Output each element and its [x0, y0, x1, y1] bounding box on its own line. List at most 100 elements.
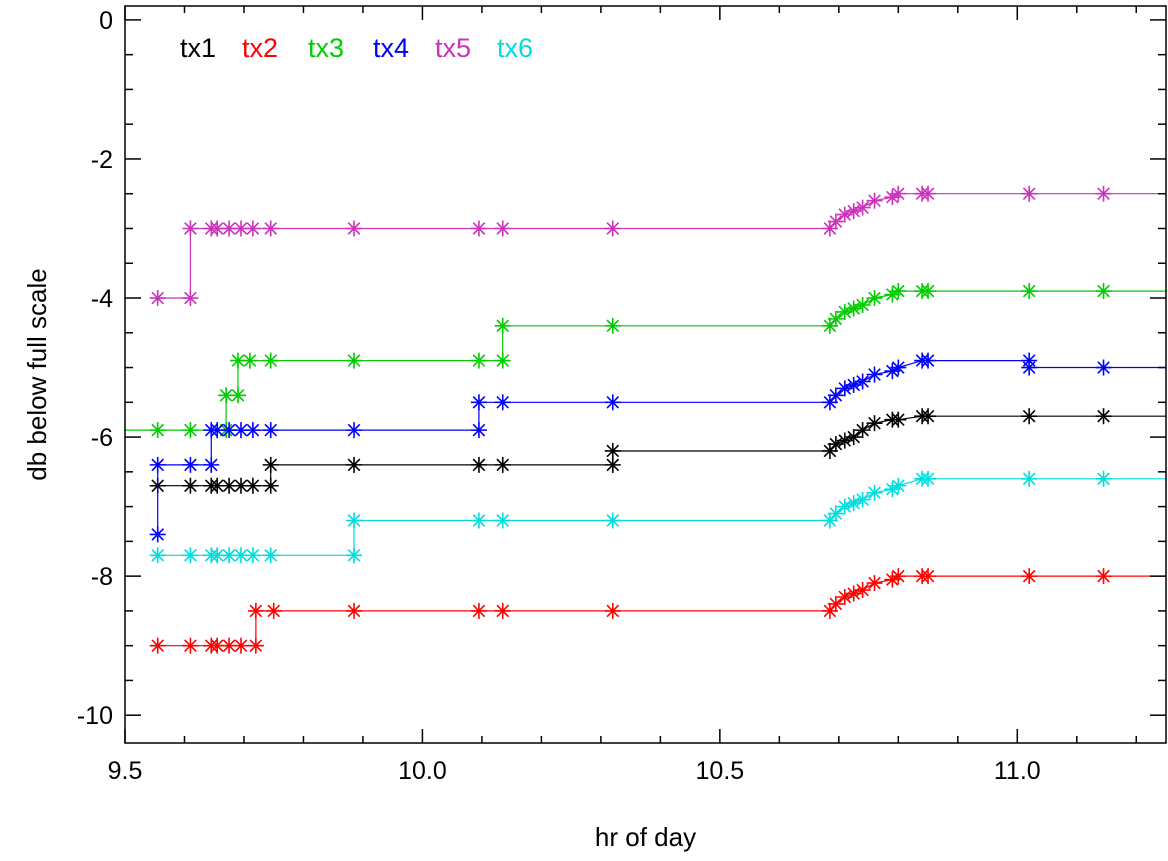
series-tx2	[149, 568, 1166, 654]
data-point	[890, 568, 907, 585]
series-tx1	[149, 408, 1166, 494]
data-point	[247, 602, 264, 619]
data-point	[346, 547, 363, 564]
data-point	[854, 582, 871, 599]
x-tick-label: 9.5	[108, 757, 143, 785]
data-point	[149, 290, 166, 307]
data-point	[866, 192, 883, 209]
y-tick-label: -4	[91, 285, 113, 313]
data-point	[494, 456, 511, 473]
data-point	[470, 422, 487, 439]
data-point	[182, 422, 199, 439]
y-tick-label: -10	[77, 702, 113, 730]
data-point	[262, 352, 279, 369]
legend-entry-tx6: tx6	[497, 33, 533, 63]
data-point	[1021, 408, 1038, 425]
data-point	[209, 220, 226, 237]
data-point	[494, 512, 511, 529]
data-point	[346, 422, 363, 439]
data-point	[1095, 359, 1112, 376]
data-point	[182, 477, 199, 494]
series-tx5	[149, 185, 1166, 307]
data-point	[346, 220, 363, 237]
data-point	[244, 477, 261, 494]
data-point	[920, 283, 937, 300]
data-point	[149, 637, 166, 654]
data-point	[232, 547, 249, 564]
data-point	[209, 637, 226, 654]
legend: tx1 tx2 tx3 tx4 tx5 tx6	[180, 33, 533, 63]
data-point	[890, 283, 907, 300]
data-point	[262, 220, 279, 237]
data-point	[182, 220, 199, 237]
data-point	[470, 512, 487, 529]
series-tx6	[149, 470, 1166, 564]
data-point	[494, 602, 511, 619]
data-point	[1021, 568, 1038, 585]
data-point	[221, 477, 238, 494]
data-point	[262, 456, 279, 473]
data-point	[1095, 185, 1112, 202]
data-point	[890, 411, 907, 428]
data-point	[827, 310, 844, 327]
data-point	[241, 352, 258, 369]
series-tx4	[149, 352, 1166, 543]
data-point	[604, 220, 621, 237]
data-point	[920, 352, 937, 369]
data-point	[1095, 408, 1112, 425]
data-point	[470, 602, 487, 619]
data-point	[1095, 283, 1112, 300]
data-point	[346, 456, 363, 473]
data-point	[890, 185, 907, 202]
data-point	[470, 394, 487, 411]
data-point	[247, 637, 264, 654]
data-point	[149, 422, 166, 439]
data-point	[244, 422, 261, 439]
data-point	[854, 373, 871, 390]
data-point	[265, 602, 282, 619]
data-point	[845, 429, 862, 446]
data-point	[604, 456, 621, 473]
data-point	[346, 602, 363, 619]
x-tick-label: 11.0	[994, 757, 1041, 785]
data-point	[866, 575, 883, 592]
data-point	[230, 387, 247, 404]
y-axis-title: db below full scale	[22, 268, 52, 480]
data-point	[920, 568, 937, 585]
data-point	[604, 442, 621, 459]
data-point	[604, 394, 621, 411]
x-axis-title: hr of day	[595, 822, 696, 852]
data-point	[920, 408, 937, 425]
data-point	[827, 595, 844, 612]
data-point	[604, 512, 621, 529]
y-tick-label: 0	[99, 7, 113, 35]
data-point	[1095, 470, 1112, 487]
data-point	[262, 547, 279, 564]
data-point	[604, 602, 621, 619]
data-point	[232, 637, 249, 654]
x-tick-label: 10.5	[696, 757, 745, 785]
data-point	[1095, 568, 1112, 585]
axes-layer: 9.5 10.0 10.5 11.0 0 -2 -4 -6 -8 -10	[77, 5, 1167, 785]
data-point	[890, 477, 907, 494]
data-point	[854, 296, 871, 313]
plot-frame	[124, 5, 1167, 744]
data-point	[470, 352, 487, 369]
legend-entry-tx4: tx4	[373, 33, 409, 63]
data-point	[1021, 470, 1038, 487]
data-point	[1021, 283, 1038, 300]
data-point	[1021, 185, 1038, 202]
data-point	[470, 456, 487, 473]
data-point	[346, 352, 363, 369]
data-point	[494, 317, 511, 334]
y-tick-label: -2	[91, 146, 113, 174]
legend-entry-tx5: tx5	[435, 33, 471, 63]
data-point	[182, 456, 199, 473]
data-point	[884, 481, 901, 498]
data-point	[244, 220, 261, 237]
data-point	[920, 470, 937, 487]
data-point	[854, 422, 871, 439]
data-point	[854, 491, 871, 508]
data-point	[149, 456, 166, 473]
